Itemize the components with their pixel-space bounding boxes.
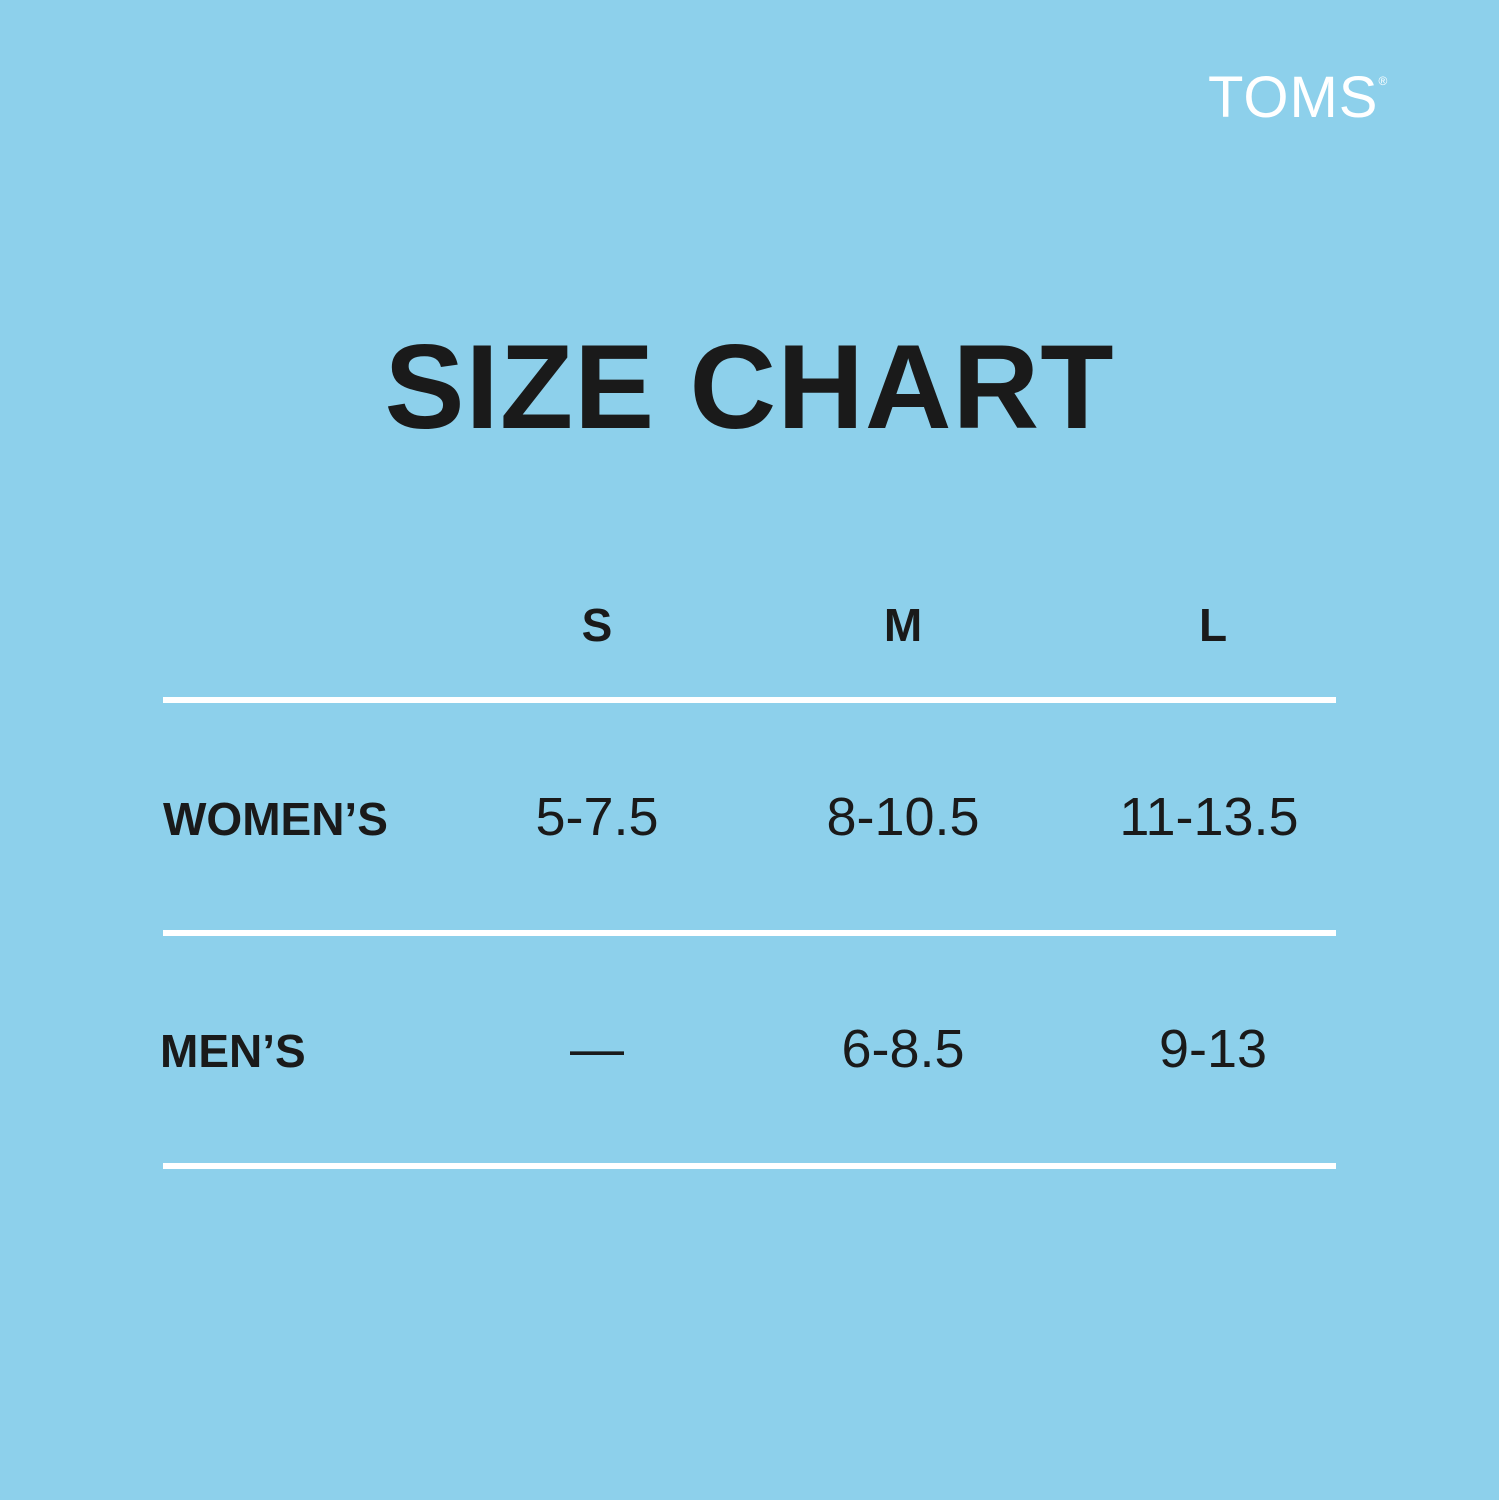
size-value: 8-10.5 — [826, 787, 980, 847]
size-value: — — [570, 1019, 624, 1079]
row-label: WOMEN’S — [163, 793, 388, 845]
divider — [163, 697, 1336, 703]
brand-mark: ® — [1378, 74, 1389, 88]
divider — [163, 1163, 1336, 1169]
column-header: S — [581, 599, 613, 651]
brand-text: TOMS — [1208, 65, 1379, 130]
divider — [163, 930, 1336, 936]
column-header: L — [1198, 599, 1228, 651]
size-value: 11-13.5 — [1119, 787, 1299, 847]
brand-logo: TOMS® — [1208, 64, 1388, 131]
size-value: 6-8.5 — [841, 1019, 965, 1079]
size-value: 9-13 — [1158, 1019, 1268, 1079]
title: SIZE CHART — [384, 320, 1115, 454]
size-value: 5-7.5 — [535, 787, 659, 847]
row-label: MEN’S — [160, 1025, 306, 1077]
column-header: M — [883, 599, 923, 651]
